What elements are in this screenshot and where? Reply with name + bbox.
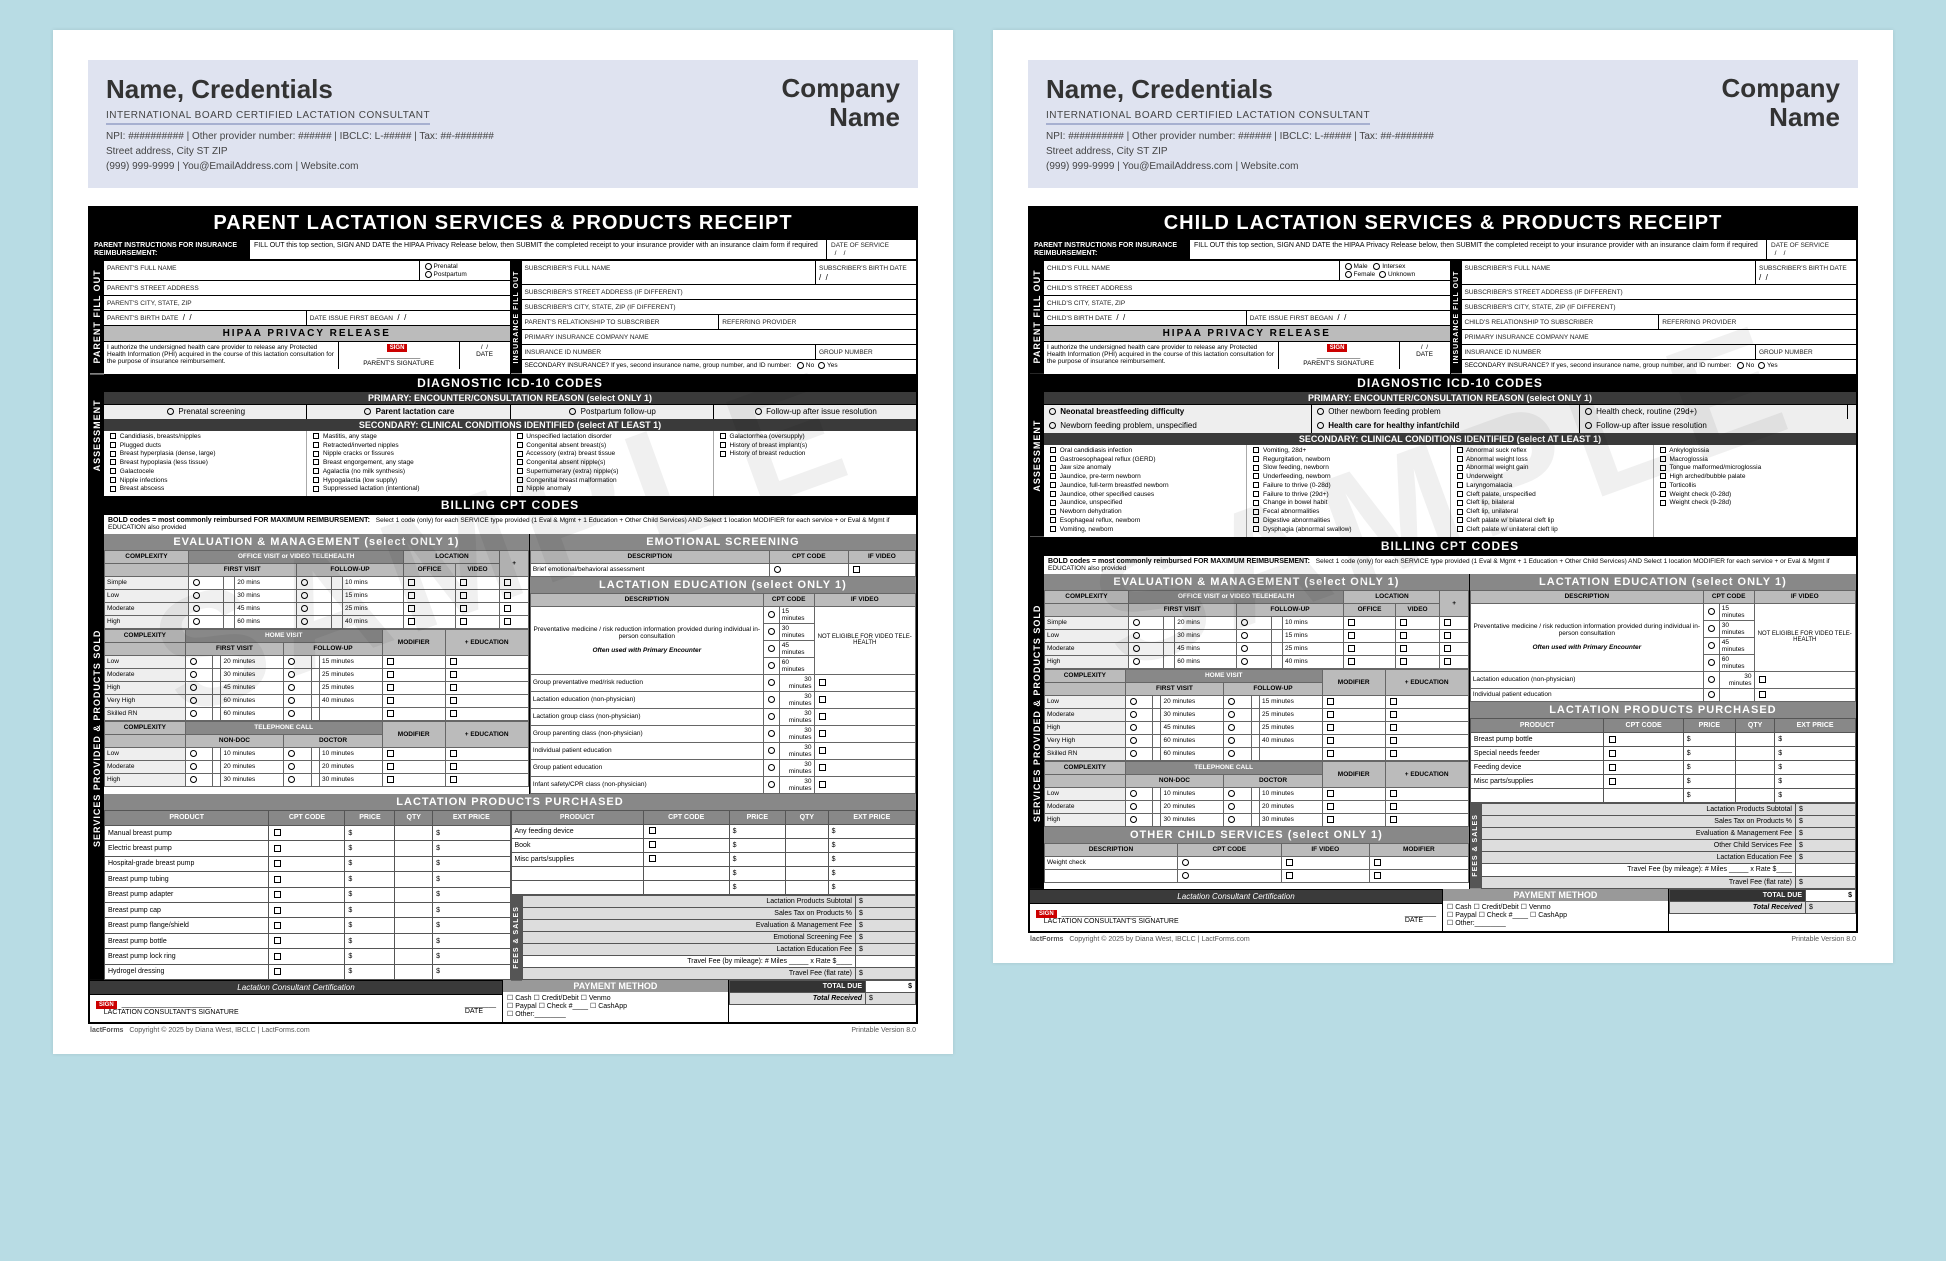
page-footer: lactForms Copyright © 2025 by Diana West… <box>88 1024 918 1034</box>
parent-fill-tab: PARENT FILL OUT <box>90 259 104 374</box>
bottom-section: Lactation Consultant Certification SIGN … <box>90 980 916 1022</box>
fees-table: Lactation Products Subtotal$ Sales Tax o… <box>522 895 917 981</box>
icd-section: ASSESSMENT DIAGNOSTIC ICD-10 CODES PRIMA… <box>90 374 916 496</box>
cpt-section: SERVICES PROVIDED & PRODUCTS SOLD BILLIN… <box>90 496 916 980</box>
fillout-section: PARENT FILL OUT PARENT'S FULL NAME Prena… <box>90 259 916 374</box>
provider-name: Name, Credentials <box>106 74 762 105</box>
education-block: EMOTIONAL SCREENING DESCRIPTIONCPT CODEI… <box>530 534 916 794</box>
fees-tab: FEES & SALES <box>511 895 522 981</box>
products-left: PRODUCTCPT CODEPRICEQTYEXT PRICE Manual … <box>104 810 511 981</box>
services-tab: SERVICES PROVIDED & PRODUCTS SOLD <box>90 496 104 980</box>
provider-subtitle: INTERNATIONAL BOARD CERTIFIED LACTATION … <box>106 110 430 125</box>
instructions-bar: PARENT INSTRUCTIONS FOR INSURANCE REIMBU… <box>90 239 916 259</box>
contact-line: (999) 999-9999 | You@EmailAddress.com | … <box>106 159 762 174</box>
npi-line: NPI: ########## | Other provider number:… <box>106 129 762 144</box>
parent-form: PARENT LACTATION SERVICES & PRODUCTS REC… <box>88 206 918 1024</box>
assessment-tab: ASSESSMENT <box>90 374 104 496</box>
child-form: CHILD LACTATION SERVICES & PRODUCTS RECE… <box>1028 206 1858 933</box>
letterhead: Name, Credentials INTERNATIONAL BOARD CE… <box>1028 60 1858 188</box>
letterhead: Name, Credentials INTERNATIONAL BOARD CE… <box>88 60 918 188</box>
insurance-fill-tab: INSURANCE FILL OUT <box>511 260 522 374</box>
company-name: Company Name <box>762 74 900 174</box>
parent-receipt-page: SAMPLE Name, Credentials INTERNATIONAL B… <box>53 30 953 1054</box>
form-title: CHILD LACTATION SERVICES & PRODUCTS RECE… <box>1030 208 1856 239</box>
address-line: Street address, City ST ZIP <box>106 144 762 159</box>
hipaa-header: HIPAA PRIVACY RELEASE <box>104 325 510 341</box>
form-title: PARENT LACTATION SERVICES & PRODUCTS REC… <box>90 208 916 239</box>
products-right: PRODUCTCPT CODEPRICEQTYEXT PRICE Any fee… <box>511 810 917 895</box>
eval-mgmt-block: EVALUATION & MANAGEMENT (select ONLY 1) … <box>104 534 530 794</box>
conditions-grid: Candidiasis, breasts/nipples Plugged duc… <box>104 431 916 496</box>
child-receipt-page: SAMPLE Name, Credentials INTERNATIONAL B… <box>993 30 1893 963</box>
